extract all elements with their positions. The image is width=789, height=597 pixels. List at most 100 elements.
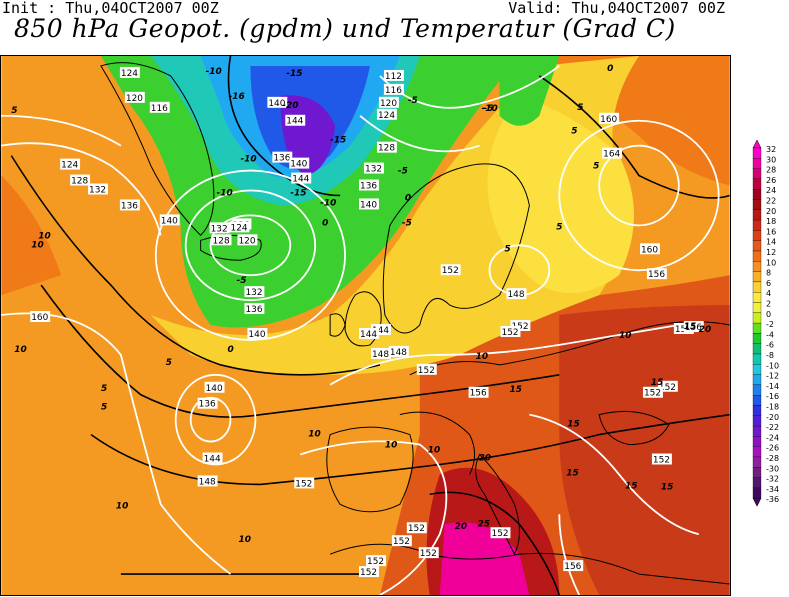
geopotential-label-bg <box>370 324 391 335</box>
temperature-label: -10 <box>217 188 233 198</box>
chart-title: 850 hPa Geopot. (gpdm) und Temperatur (G… <box>14 14 676 43</box>
geopotential-label-bg <box>651 453 672 465</box>
legend-arrow-top <box>752 140 762 149</box>
legend-value: 20 <box>766 207 776 216</box>
geopotential-label-bg <box>657 380 678 392</box>
legend-swatch <box>752 364 762 375</box>
geopotential-label: 160 <box>600 115 617 125</box>
legend-swatch <box>752 250 762 262</box>
legend-value: 16 <box>766 227 776 236</box>
legend-value: 26 <box>766 176 776 185</box>
color-legend: 32302826242220181614121086420-2-4-6-8-10… <box>752 140 779 507</box>
temperature-label: 10 <box>308 430 320 440</box>
legend-value: 4 <box>766 289 771 298</box>
geopotential-label: 152 <box>492 529 509 539</box>
geopotential-label: 116 <box>151 104 168 114</box>
temperature-label: -5 <box>408 96 418 106</box>
geopotential-label: 136 <box>360 182 377 192</box>
geopotential-label: 132 <box>245 288 262 298</box>
legend-value: -10 <box>766 361 779 370</box>
legend-swatch <box>752 158 762 169</box>
geopotential-labels: 1241201161241281321361401361321281241201… <box>30 66 704 578</box>
legend-swatch <box>752 343 762 355</box>
geopotential-label-bg <box>204 381 225 393</box>
geopotential-label-bg <box>359 179 379 191</box>
legend-value: 28 <box>766 166 776 175</box>
temperature-label: 10 <box>428 446 440 456</box>
geopotential-label-bg <box>416 363 437 375</box>
geopotential-label-bg <box>119 66 140 78</box>
temperature-label: 10 <box>619 331 631 341</box>
geopotential-label: 152 <box>367 557 384 567</box>
temperature-labels: -10 -15-16-20-15-10-15-5-10-10-5-500-5-10… <box>11 64 711 545</box>
geopotential-label: 128 <box>378 144 395 154</box>
legend-value: -36 <box>766 495 779 504</box>
geopotential-label-bg <box>376 141 397 153</box>
geopotential-label-bg <box>88 183 108 195</box>
legend-swatch <box>752 302 762 313</box>
geopotential-label: 136 <box>273 154 290 164</box>
geopotential-label-bg <box>602 147 623 159</box>
legend-swatch <box>752 230 762 241</box>
legend-value: -30 <box>766 464 779 473</box>
geopotential-label: 136 <box>245 305 262 315</box>
geopotential-label-bg <box>646 268 667 280</box>
legend-swatch <box>752 456 762 468</box>
geopotential-label-bg <box>388 345 409 357</box>
temperature-label: 10 <box>385 441 397 451</box>
geopotential-label-bg <box>70 174 91 186</box>
geopotential-label-bg <box>149 101 170 113</box>
geopotential-label: 152 <box>501 328 518 338</box>
valid-time: Valid: Thu,04OCT2007 00Z <box>508 0 725 17</box>
geopotential-label: 140 <box>360 200 377 210</box>
weather-map: 1241201161241281321361401361321281241201… <box>0 55 731 596</box>
geopotential-label-bg <box>197 397 218 409</box>
temperature-label: 10 <box>116 501 128 511</box>
temperature-label: 15 <box>566 468 578 478</box>
geopotential-label: 124 <box>61 161 78 171</box>
geopotential-label: 152 <box>408 524 425 534</box>
legend-value: 10 <box>766 258 776 267</box>
legend-value: -32 <box>766 475 779 484</box>
geopotential-label-bg <box>468 386 489 398</box>
legend-value: -20 <box>766 413 779 422</box>
legend-swatch <box>752 384 762 396</box>
temperature-label: 5 <box>556 222 562 232</box>
legend-value: 12 <box>766 248 776 257</box>
legend-value: -22 <box>766 423 779 432</box>
legend-swatch <box>752 436 762 447</box>
legend-value: 6 <box>766 279 771 288</box>
legend-value: -2 <box>766 320 774 329</box>
geopotential-label-bg <box>683 321 704 332</box>
temperature-label: 5 <box>593 162 599 172</box>
temperature-label: -15 <box>330 136 346 146</box>
temperature-field <box>1 56 730 595</box>
legend-swatch <box>752 415 762 427</box>
geopotential-label-bg <box>247 327 268 339</box>
temperature-label: 10 <box>476 352 488 362</box>
legend-swatch <box>752 487 762 499</box>
geopotential-label-bg <box>376 108 397 120</box>
geopotential-label-bg <box>500 325 521 337</box>
geopotential-label-bg <box>119 199 140 211</box>
geopotential-label-bg <box>642 386 663 398</box>
legend-value: 30 <box>766 155 776 164</box>
legend-swatch <box>752 261 762 272</box>
isotherms <box>10 56 730 595</box>
temperature-label: 5 <box>11 106 17 116</box>
temperature-label: 10 <box>14 345 26 355</box>
legend-arrow-bottom <box>752 497 762 507</box>
geopotential-label: 136 <box>199 400 216 410</box>
legend-swatch <box>752 219 762 231</box>
temperature-label: -20 <box>282 101 298 111</box>
legend-swatch <box>752 178 762 190</box>
legend-swatch <box>752 271 762 283</box>
geopotential-label: 112 <box>385 72 402 82</box>
temperature-label: 10 <box>238 535 250 545</box>
geopotential-label-bg <box>599 112 620 124</box>
temperature-label: -15 <box>290 188 306 198</box>
temperature-label: 5 <box>504 244 510 254</box>
geopotential-label-bg <box>365 555 386 567</box>
geopotential-label: 120 <box>238 236 255 246</box>
geopotential-label-bg <box>563 560 584 572</box>
